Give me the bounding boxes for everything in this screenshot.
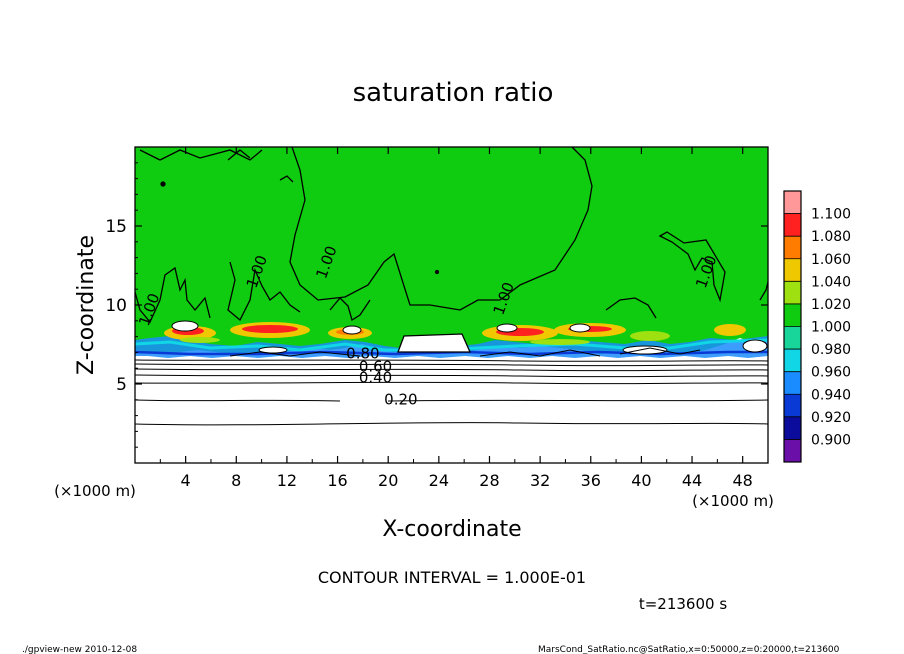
contour-dry (134, 347, 769, 426)
colorbar-swatch (784, 439, 801, 462)
colorbar-label: 1.100 (811, 207, 851, 223)
x-tick-label: 44 (682, 471, 702, 490)
z-unit-label: (×1000 m) (54, 482, 136, 500)
contour-label: 0.60 (359, 357, 392, 375)
chart-title: saturation ratio (353, 78, 554, 108)
colorbar-swatch (784, 371, 801, 395)
x-tick-label: 40 (631, 471, 651, 490)
colorbar-swatch (784, 281, 801, 304)
colorbar-label: 1.020 (811, 297, 851, 313)
y-tick-label: 5 (116, 375, 127, 395)
colorbar-label: 0.920 (811, 410, 851, 426)
colorbar-label: 1.080 (811, 229, 851, 245)
colorbar-swatch (784, 416, 801, 440)
colorbar-label: 0.940 (811, 387, 851, 403)
x-tick-label: 48 (733, 471, 753, 490)
colorbar-swatch (784, 349, 801, 372)
x-tick-label: 8 (231, 471, 241, 490)
colorbar-label: 1.000 (811, 320, 851, 336)
x-tick-label: 28 (479, 471, 499, 490)
y-tick-label: 15 (105, 217, 127, 237)
x-tick-label: 36 (581, 471, 601, 490)
x-tick-label: 24 (429, 471, 449, 490)
saturated-region (135, 147, 768, 354)
contour-1-00 (134, 146, 769, 324)
colorbar-label: 0.900 (811, 432, 851, 448)
colorbar: 0.900 0.920 0.940 0.960 0.980 1.000 1.020 1.040… (783, 190, 851, 463)
x-tick-label: 4 (181, 471, 191, 490)
colorbar-label: 0.980 (811, 342, 851, 358)
x-tick-label: 12 (277, 471, 297, 490)
contour-label: 0.20 (384, 391, 417, 409)
colorbar-swatch (784, 326, 801, 350)
contour-interval-text: CONTOUR INTERVAL = 1.000E-01 (318, 568, 586, 587)
colorbar-label: 0.960 (811, 365, 851, 381)
plot-area (134, 146, 769, 464)
colorbar-swatch (784, 191, 801, 214)
x-tick-label: 20 (378, 471, 398, 490)
colorbar-swatch (784, 236, 801, 259)
x-axis: 4 8 12 16 20 24 28 32 36 40 44 48 (159, 147, 753, 490)
contour-label: 0.40 (359, 368, 392, 386)
x-tick-label: 32 (530, 471, 550, 490)
time-text: t=213600 s (639, 595, 727, 613)
contour-label: 0.80 (346, 345, 379, 363)
footer-right: MarsCond_SatRatio.nc@SatRatio,x=0:50000,… (538, 645, 840, 654)
x-unit-label: (×1000 m) (692, 492, 774, 510)
colorbar-swatch (784, 394, 801, 417)
colorbar-label: 1.060 (811, 252, 851, 268)
x-tick-label: 16 (327, 471, 347, 490)
colorbar-label: 1.040 (811, 274, 851, 290)
x-axis-title: X-coordinate (382, 517, 521, 542)
colorbar-swatch (784, 258, 801, 282)
y-axis: 5 10 15 (105, 162, 768, 448)
colorbar-swatch (784, 303, 801, 327)
white-holes (171, 320, 768, 355)
colorbar-swatch (784, 213, 801, 237)
y-tick-label: 10 (105, 296, 127, 316)
y-axis-title: Z-coordinate (74, 235, 99, 375)
footer-left: ./gpview-new 2010-12-08 (22, 645, 137, 654)
